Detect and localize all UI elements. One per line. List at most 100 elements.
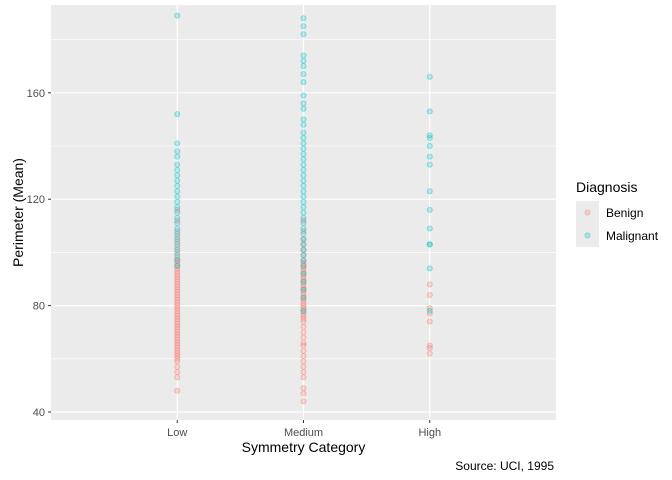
data-point (174, 225, 181, 232)
data-point (426, 291, 433, 298)
data-point (300, 52, 307, 59)
data-point (174, 236, 181, 243)
legend-key (576, 224, 599, 247)
data-point (174, 331, 181, 338)
data-point (300, 270, 307, 277)
data-point (426, 225, 433, 232)
data-point (174, 283, 181, 290)
data-point (174, 246, 181, 253)
data-point (300, 193, 307, 200)
data-point (300, 278, 307, 285)
data-point (174, 339, 181, 346)
data-point (300, 257, 307, 264)
data-point (300, 31, 307, 38)
data-point (300, 305, 307, 312)
data-point (426, 310, 433, 317)
data-point (174, 209, 181, 216)
data-point (300, 57, 307, 64)
data-point (426, 206, 433, 213)
data-point (300, 105, 307, 112)
legend-item: Benign (576, 201, 643, 224)
data-point (174, 257, 181, 264)
x-tick-label: Low (167, 427, 187, 439)
data-point (174, 369, 181, 376)
data-point (300, 79, 307, 86)
data-point (174, 193, 181, 200)
data-point (300, 236, 307, 243)
data-point (300, 318, 307, 325)
data-point (174, 278, 181, 285)
x-axis: Low Medium High (167, 420, 441, 439)
data-point (300, 92, 307, 99)
major-gridlines (51, 5, 556, 420)
data-point (174, 198, 181, 205)
data-point (300, 145, 307, 152)
data-point (174, 307, 181, 314)
data-point (426, 350, 433, 357)
data-point (300, 15, 307, 22)
data-point (174, 350, 181, 357)
data-point (300, 268, 307, 275)
data-point (300, 286, 307, 293)
data-point (174, 153, 181, 160)
caption: Source: UCI, 1995 (455, 459, 554, 473)
data-point (300, 252, 307, 259)
data-point (174, 257, 181, 264)
data-point (174, 342, 181, 349)
data-point (300, 276, 307, 283)
x-axis-title: Symmetry Category (242, 439, 366, 455)
data-point (174, 387, 181, 394)
y-tick-label: 160 (27, 88, 45, 100)
data-point (300, 116, 307, 123)
data-point (174, 148, 181, 155)
data-point (300, 204, 307, 211)
data-point (426, 265, 433, 272)
data-point (300, 398, 307, 405)
legend: Diagnosis Benign Malignant (576, 179, 659, 247)
data-point (174, 355, 181, 362)
data-point (300, 217, 307, 224)
data-point (300, 358, 307, 365)
data-point (300, 307, 307, 314)
data-point (300, 297, 307, 304)
data-point (300, 230, 307, 237)
data-point (300, 71, 307, 78)
data-point (426, 153, 433, 160)
data-point (300, 225, 307, 232)
data-point (174, 291, 181, 298)
data-point (174, 281, 181, 288)
data-point (174, 140, 181, 147)
data-point (174, 276, 181, 283)
data-point (174, 252, 181, 259)
data-point (300, 260, 307, 267)
data-point (426, 161, 433, 168)
data-point (300, 307, 307, 314)
data-point (174, 313, 181, 320)
data-point (174, 347, 181, 354)
data-point (300, 135, 307, 142)
data-point (300, 281, 307, 288)
legend-marker (584, 232, 591, 239)
data-point (300, 339, 307, 346)
data-point (300, 100, 307, 107)
data-point (174, 273, 181, 280)
data-point (174, 318, 181, 325)
data-point (174, 217, 181, 224)
data-point (174, 321, 181, 328)
data-point (174, 265, 181, 272)
data-point (426, 318, 433, 325)
data-point (174, 166, 181, 173)
data-point (300, 161, 307, 168)
data-point (174, 241, 181, 248)
data-point (300, 214, 307, 221)
data-point (300, 182, 307, 189)
data-point (300, 294, 307, 301)
data-point (426, 241, 433, 248)
data-point (174, 315, 181, 322)
data-point (300, 278, 307, 285)
data-point (174, 286, 181, 293)
data-point (174, 254, 181, 261)
data-point (426, 132, 433, 139)
data-point (300, 188, 307, 195)
